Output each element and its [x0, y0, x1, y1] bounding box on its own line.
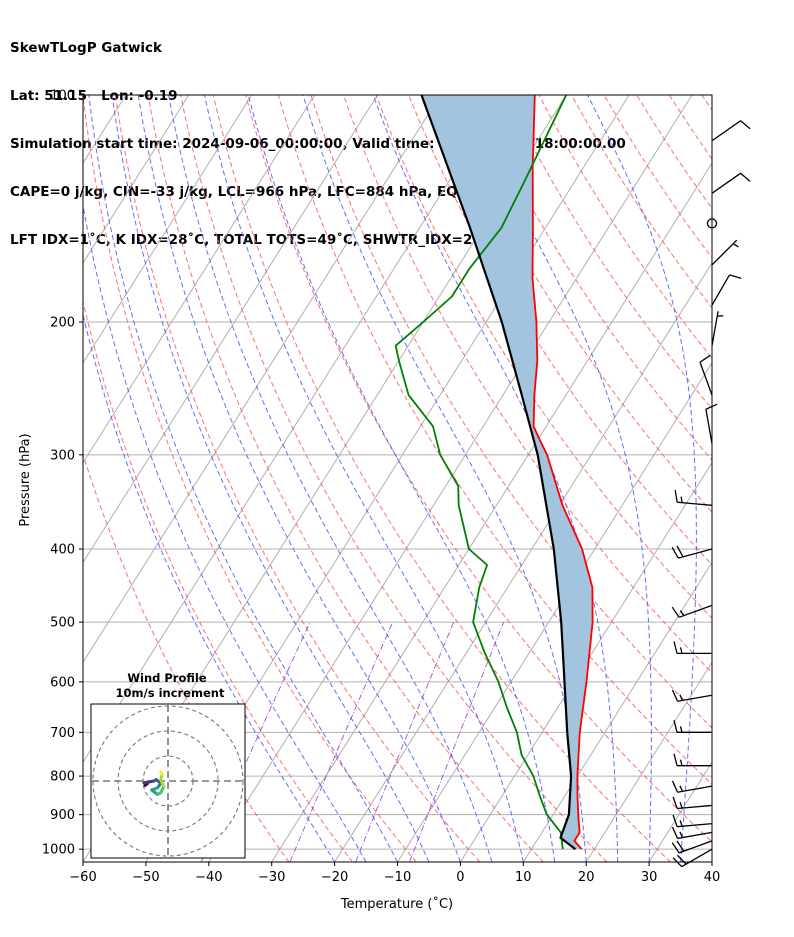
y-tick-label: 400	[50, 543, 75, 558]
mixing-ratio-line	[409, 621, 505, 862]
moist-adiabat	[711, 856, 712, 862]
dewpoint-line	[394, 95, 568, 850]
wind-barb	[672, 814, 713, 828]
x-tick-label: −40	[195, 870, 222, 885]
y-tick-label: 100	[50, 89, 75, 104]
x-tick-label: 20	[578, 870, 595, 885]
x-tick-label: −60	[69, 870, 96, 885]
dry-adiabat	[473, 95, 712, 461]
wind-barb	[671, 545, 713, 559]
parcel-profile-line	[420, 95, 577, 851]
dry-adiabat	[277, 95, 712, 785]
moist-adiabat	[587, 95, 697, 862]
chart-title: SkewTLogP Gatwick	[10, 40, 163, 56]
wind-barb	[711, 172, 751, 194]
hodograph-segment	[159, 770, 164, 776]
temperature-line	[531, 95, 594, 850]
moist-adiabat	[204, 95, 524, 862]
x-tick-label: −50	[132, 870, 159, 885]
x-tick-label: −30	[258, 870, 285, 885]
dry-adiabat	[505, 95, 712, 410]
indices-line-2: LFT IDX=1˚C, K IDX=28˚C, TOTAL TOTS=49˚C…	[10, 232, 490, 248]
wind-barb	[673, 720, 712, 733]
dry-adiabat	[310, 95, 712, 729]
y-axis-label: Pressure (hPa)	[18, 433, 33, 526]
cape-cin-shading	[421, 95, 593, 850]
mixing-ratio-line	[289, 621, 394, 862]
y-tick-label: 1000	[42, 843, 75, 858]
wind-barb	[674, 489, 713, 506]
dry-adiabat	[603, 95, 712, 259]
isotherm	[585, 661, 712, 862]
dry-adiabat	[734, 95, 794, 862]
dry-adiabat	[83, 95, 417, 862]
moist-adiabat	[168, 95, 493, 862]
isotherm	[459, 461, 712, 862]
moist-adiabat	[88, 95, 398, 862]
y-tick-label: 800	[50, 770, 75, 785]
wind-barb	[699, 354, 713, 396]
location-line: Lat: 51.15 Lon: -0.19	[10, 88, 178, 104]
inset-subtitle: 10m/s increment	[116, 686, 225, 700]
isotherm	[83, 95, 190, 264]
y-tick-label: 900	[50, 808, 75, 823]
wind-barb	[673, 641, 712, 654]
x-tick-label: −20	[321, 870, 348, 885]
wind-barb	[672, 796, 713, 810]
wind-barb	[672, 848, 713, 868]
dry-adiabat	[180, 95, 608, 862]
x-tick-label: 0	[456, 870, 464, 885]
wind-profile-inset: Wind Profile 10m/s increment	[90, 671, 246, 859]
wind-barb	[671, 689, 713, 702]
moist-adiabat	[111, 95, 430, 862]
x-tick-label: −10	[384, 870, 411, 885]
y-tick-label: 600	[50, 675, 75, 690]
isotherm	[83, 95, 316, 464]
wind-barb	[671, 780, 713, 793]
dry-adiabat	[701, 95, 712, 111]
x-tick-label: 10	[515, 870, 532, 885]
dry-adiabat	[147, 95, 544, 862]
y-tick-label: 300	[50, 448, 75, 463]
isotherm	[397, 361, 712, 862]
wind-barb	[711, 311, 724, 346]
wind-barb	[673, 753, 712, 767]
isotherm	[83, 95, 253, 364]
moist-adiabat	[83, 312, 336, 862]
isotherm	[711, 861, 712, 862]
moist-adiabat	[247, 95, 556, 862]
y-tick-label: 500	[50, 616, 75, 631]
x-axis-label: Temperature (˚C)	[340, 896, 453, 912]
dry-adiabat	[83, 452, 290, 862]
wind-barb	[705, 403, 718, 444]
inset-title: Wind Profile	[127, 671, 207, 685]
moist-adiabat	[137, 95, 461, 862]
isotherm	[522, 561, 712, 862]
dry-adiabat	[245, 95, 712, 843]
x-tick-label: 40	[704, 870, 721, 885]
dry-adiabat	[440, 95, 712, 513]
isotherm	[208, 95, 693, 862]
dry-adiabat	[636, 95, 712, 210]
wind-barb	[671, 604, 713, 618]
wind-barb	[711, 274, 742, 306]
wind-barb	[711, 239, 739, 266]
moist-adiabat	[372, 95, 619, 862]
x-tick-label: 30	[641, 870, 658, 885]
y-tick-label: 700	[50, 726, 75, 741]
y-tick-label: 200	[50, 316, 75, 331]
wind-barb	[711, 120, 751, 142]
isotherm	[271, 162, 712, 862]
isotherm	[334, 262, 712, 862]
wind-barb	[671, 840, 713, 854]
isotherm	[648, 761, 712, 862]
dry-adiabat	[767, 95, 794, 862]
wind-barb	[671, 826, 713, 840]
isotherm	[83, 95, 441, 664]
dry-adiabat	[375, 95, 712, 620]
wind-barb	[706, 218, 718, 229]
mixing-ratio-line	[355, 621, 455, 862]
moist-adiabat	[83, 202, 367, 862]
